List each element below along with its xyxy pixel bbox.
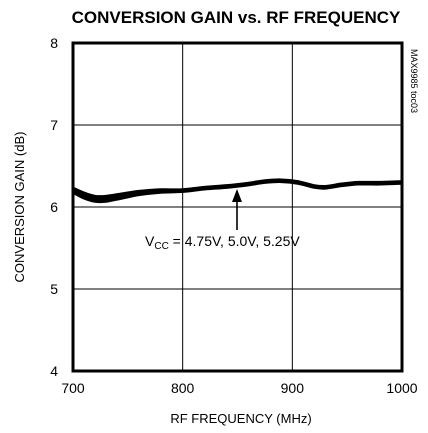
- annotation-suffix: = 4.75V, 5.0V, 5.25V: [169, 233, 301, 249]
- x-tick-labels: 700 800 900 1000: [61, 380, 417, 396]
- x-axis-label: RF FREQUENCY (MHz): [170, 411, 311, 426]
- vcc-annotation-text: VCC = 4.75V, 5.0V, 5.25V: [145, 233, 300, 252]
- x-tick-label-2: 900: [281, 380, 305, 396]
- chart-title: CONVERSION GAIN vs. RF FREQUENCY: [72, 8, 401, 27]
- y-tick-label-3: 7: [50, 117, 58, 133]
- y-tick-label-1: 5: [50, 281, 58, 297]
- figure-id-note: MAX9985 toc03: [409, 49, 419, 113]
- x-tick-label-0: 700: [61, 380, 85, 396]
- y-tick-label-2: 6: [50, 199, 58, 215]
- x-tick-label-1: 800: [171, 380, 195, 396]
- y-tick-label-0: 4: [50, 363, 58, 379]
- y-axis-label: CONVERSION GAIN (dB): [12, 132, 27, 283]
- x-tick-label-3: 1000: [386, 380, 417, 396]
- vcc-annotation: VCC = 4.75V, 5.0V, 5.25V: [145, 189, 300, 252]
- gain-curves: [71, 178, 404, 204]
- annotation-prefix: V: [145, 233, 155, 249]
- gain-curve-3: [71, 180, 404, 204]
- y-tick-label-4: 8: [50, 35, 58, 51]
- grid-lines: [73, 43, 402, 371]
- annotation-arrow-head: [232, 189, 242, 202]
- y-tick-labels: 4 5 6 7 8: [50, 35, 58, 379]
- annotation-subscript: CC: [154, 241, 168, 252]
- plot-frame: [71, 41, 404, 373]
